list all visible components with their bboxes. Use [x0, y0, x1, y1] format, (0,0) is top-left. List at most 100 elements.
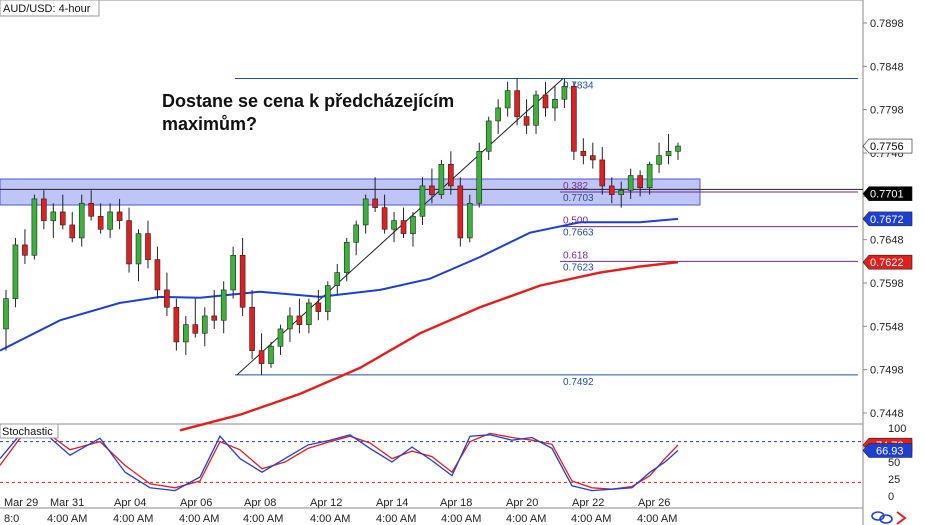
fib-ratio-label: 0.500 [563, 216, 588, 227]
stoch-badge [862, 443, 913, 458]
fib-price-label: 0.7663 [563, 228, 594, 239]
candle-body [22, 244, 28, 256]
candle-body [429, 185, 435, 195]
stochastic-panel: 100755025074.7866.93 [0, 423, 913, 503]
x-date-label: Apr 04 [114, 497, 146, 509]
candle-body [173, 306, 180, 343]
fib-price-label: 0.7492 [563, 377, 594, 388]
candle-body [542, 94, 549, 109]
candle-body [533, 94, 539, 126]
candle-body [325, 285, 331, 312]
x-time-label: 4:00 AM [441, 513, 481, 525]
candle-body [230, 254, 236, 291]
stoch-tick-label: 100 [888, 423, 906, 435]
ma-200-line [179, 261, 679, 432]
fib-price-label: 0.7703 [563, 193, 594, 204]
price-badge [862, 211, 913, 227]
candle-body [476, 150, 483, 204]
price-badge-label: 0.7701 [870, 189, 904, 201]
candle-body [561, 85, 568, 100]
moving-averages [0, 217, 679, 432]
candle-body [438, 163, 445, 195]
candle-body [97, 215, 104, 230]
candle-body [201, 315, 208, 334]
candle-body [523, 116, 530, 126]
price-badge [862, 254, 913, 270]
candle-body [457, 185, 464, 239]
candle-body [391, 220, 397, 230]
candle-body [211, 315, 218, 321]
candle-body [381, 207, 388, 230]
candle-body [3, 298, 9, 330]
candle-body [135, 233, 142, 265]
time-axis: Mar 29 Mar 31 Apr 04 Apr 06 Apr 08 Apr 12 Apr … [4, 497, 677, 525]
candle-body [590, 155, 596, 161]
candle-body [59, 211, 66, 226]
candle-body [69, 224, 76, 239]
candle-body [88, 202, 94, 217]
candle-body [268, 345, 274, 364]
x-date-label: Apr 26 [638, 497, 670, 509]
candle-body [154, 259, 161, 291]
stoch-tick-label: 50 [888, 457, 900, 469]
y-tick-label: 0.7448 [870, 408, 904, 420]
candle-body [571, 85, 577, 152]
candle-body [41, 198, 47, 221]
candle-body [400, 220, 407, 234]
x-date-label: Apr 08 [244, 497, 276, 509]
arrow-icon[interactable] [896, 511, 907, 525]
y-tick-label: 0.7898 [870, 18, 904, 30]
x-date-label: Apr 20 [506, 497, 538, 509]
stoch-badge-label: 66.93 [876, 445, 904, 457]
x-date-label: Mar 31 [50, 497, 84, 509]
fib-ratio-label: 0.382 [563, 181, 588, 192]
candle-body [31, 198, 38, 256]
fib-ratio-label: 0.618 [563, 250, 588, 261]
candle-body [665, 150, 672, 156]
x-time-label: 4:00 AM [310, 513, 350, 525]
candle-body [362, 198, 369, 226]
x-time-label: 4:00 AM [571, 513, 611, 525]
price-badge-label: 0.7756 [870, 141, 904, 153]
candle-body [183, 324, 189, 343]
price-badge-label: 0.7672 [870, 214, 904, 226]
candle-body [627, 175, 634, 191]
link-icon[interactable] [871, 511, 893, 524]
candle-body [116, 211, 123, 221]
stoch-d-line [0, 430, 679, 490]
candle-body [343, 241, 350, 273]
fib-price-label: 0.7623 [563, 262, 594, 273]
candle-body [637, 175, 643, 188]
y-tick-label: 0.7848 [870, 61, 904, 73]
candle-body [419, 185, 426, 217]
candle-body [145, 233, 151, 260]
stoch-k-line [0, 432, 679, 492]
title-box [0, 0, 100, 17]
candle-body [514, 90, 520, 117]
x-date-label: Mar 29 [4, 497, 38, 509]
candle-body [504, 90, 511, 109]
candle-body [296, 315, 303, 325]
candle-body [50, 211, 57, 221]
y-tick-label: 0.7598 [870, 278, 904, 290]
price-badge [862, 138, 913, 154]
x-date-label: Apr 18 [440, 497, 472, 509]
candle-body [410, 215, 416, 234]
stoch-tick-label: 0 [888, 491, 894, 503]
indicator-label-box [0, 423, 59, 439]
candle-body [495, 107, 501, 122]
y-tick-label: 0.7548 [870, 321, 904, 333]
candle-body [78, 202, 85, 239]
x-date-label: Apr 06 [180, 497, 212, 509]
price-badges: 0.7756 0.7701 0.7672 0.7622 [862, 138, 913, 270]
candles [3, 78, 681, 375]
x-time-label: 4:00 AM [637, 513, 677, 525]
candle-body [656, 155, 662, 165]
candle-body [580, 150, 587, 156]
candle-body [334, 272, 341, 286]
candle-body [372, 198, 378, 208]
indicator-label: Stochastic [2, 426, 53, 438]
y-tick-label: 0.7498 [870, 365, 904, 377]
x-date-label: Apr 22 [572, 497, 604, 509]
